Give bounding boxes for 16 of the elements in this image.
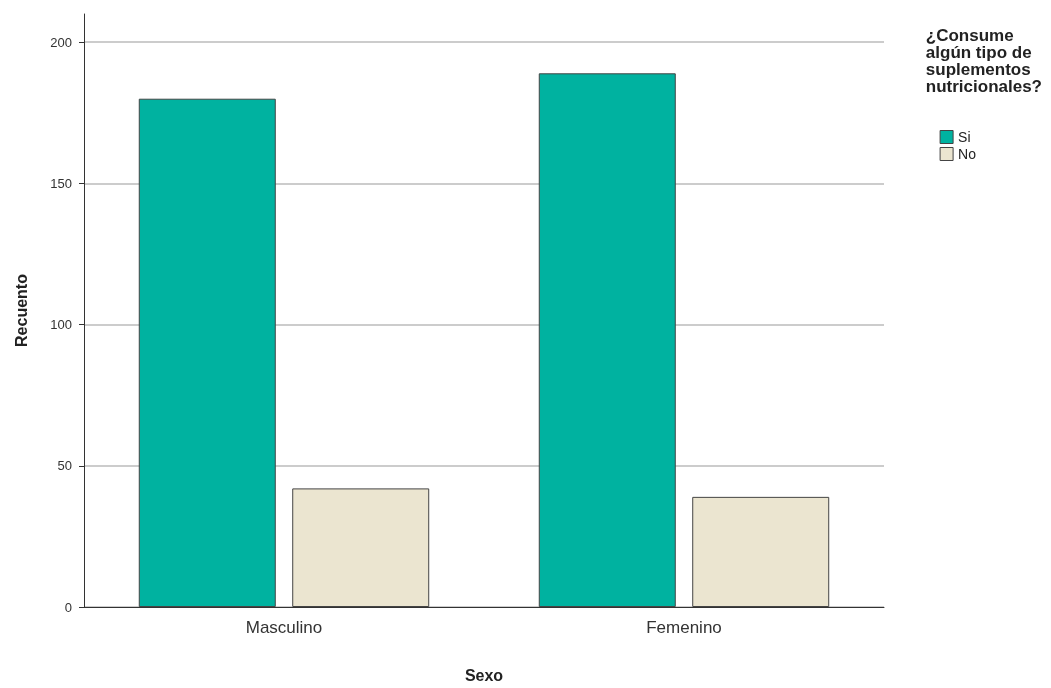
y-tick-label: 150 <box>50 175 72 191</box>
legend-label: Si <box>958 129 971 145</box>
x-tick-label: Masculino <box>245 618 323 637</box>
bar <box>138 98 276 607</box>
bar <box>692 496 830 607</box>
legend-label: No <box>958 146 977 162</box>
y-tick-label: 200 <box>50 34 72 50</box>
x-axis-title: Sexo <box>464 666 504 684</box>
y-axis-title: Recuento <box>12 273 30 347</box>
y-tick-label: 100 <box>50 317 72 333</box>
legend-title: ¿Consume algún tipo de suplementos nutricionales? <box>925 26 1042 96</box>
y-tick-label: 50 <box>57 458 72 474</box>
y-tick-label: 0 <box>64 599 72 615</box>
bar <box>538 73 676 607</box>
x-tick-label: Femenino <box>646 618 722 637</box>
bar <box>292 488 430 607</box>
